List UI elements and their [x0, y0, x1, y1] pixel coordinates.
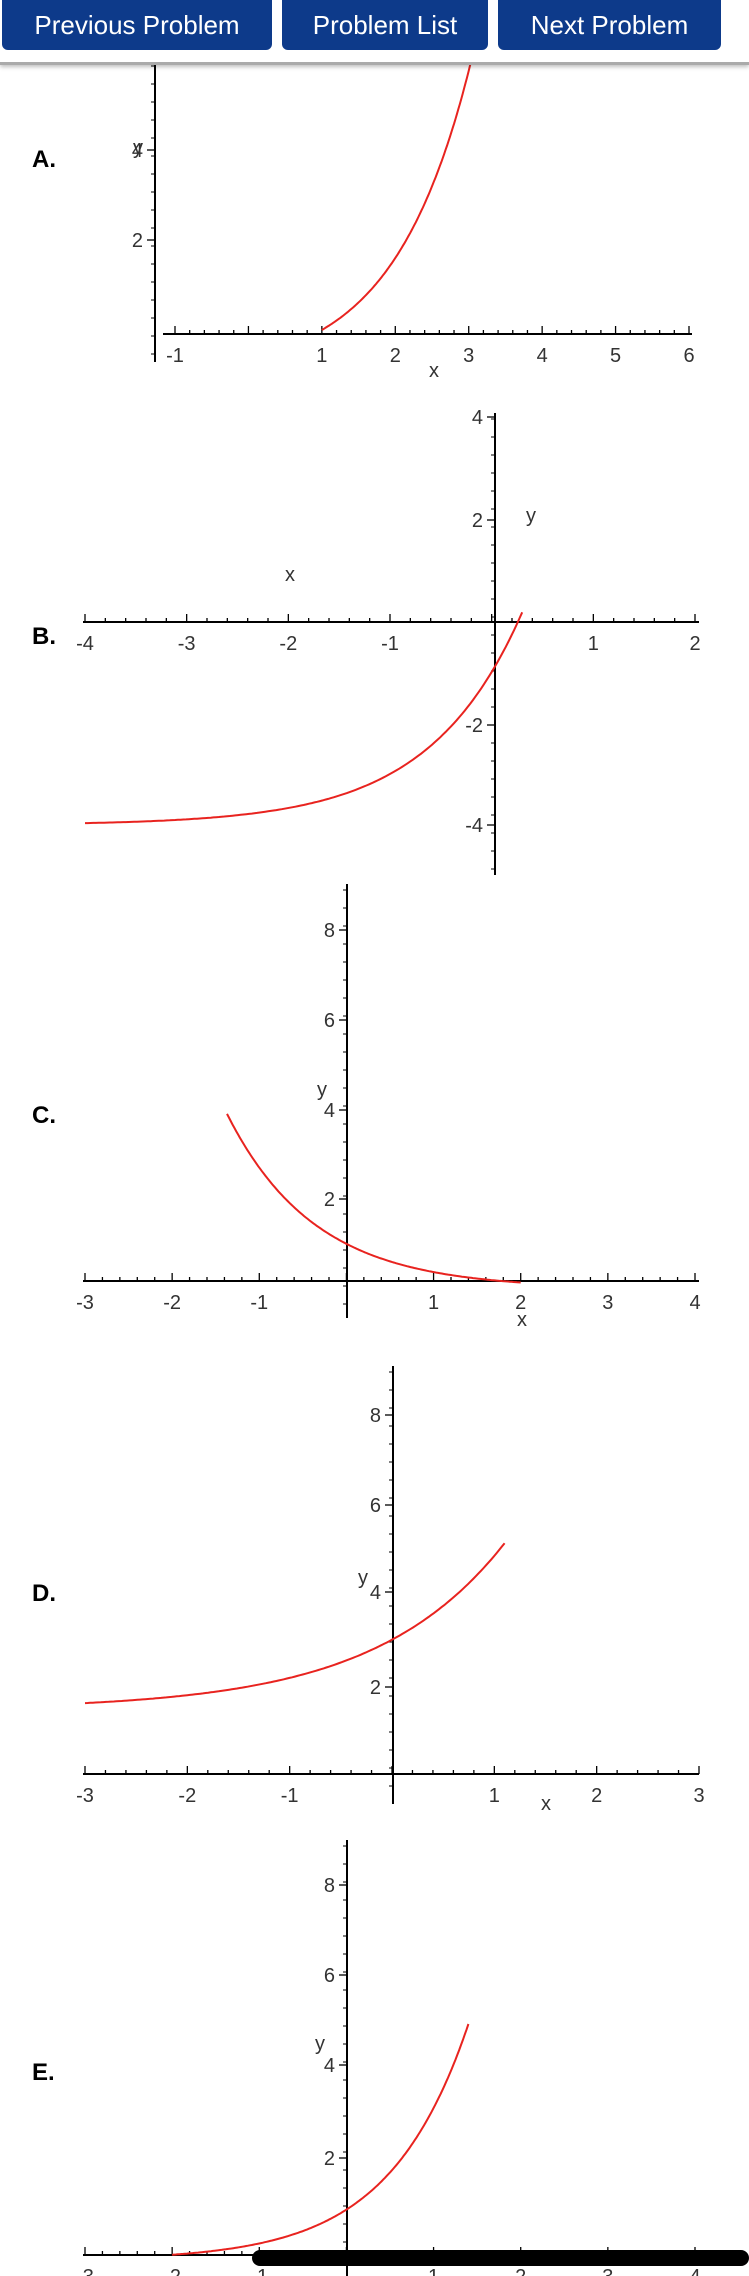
x-tick-label: 3 — [693, 1785, 704, 1807]
x-tick-label: 1 — [428, 2266, 439, 2276]
x-tick-label: 3 — [463, 345, 474, 367]
x-tick-label: -2 — [279, 633, 297, 655]
function-curve — [321, 62, 472, 331]
graph-e-plot: -3 -2 -1 1 2 3 4 2 4 6 8 y — [76, 1840, 701, 2276]
x-tick-label: -1 — [250, 2266, 268, 2276]
y-axis-label: y — [315, 2033, 325, 2055]
x-tick-label: 1 — [316, 345, 327, 367]
function-curve — [172, 2023, 470, 2256]
y-axis-label: y — [358, 1567, 368, 1589]
y-tick-label: 4 — [370, 1582, 381, 1604]
graph-c-plot: -3 -2 -1 1 2 3 4 2 4 6 8 x y — [76, 884, 701, 1331]
x-tick-label: 4 — [689, 2266, 700, 2276]
y-tick-label: 6 — [324, 1010, 335, 1032]
x-tick-label: 2 — [515, 2266, 526, 2276]
function-curve — [85, 611, 524, 825]
y-tick-label: -4 — [465, 815, 483, 837]
y-tick-label: 2 — [324, 1189, 335, 1211]
y-tick-label: 4 — [132, 140, 143, 162]
x-tick-label: -1 — [281, 1785, 299, 1807]
y-tick-label: 2 — [472, 510, 483, 532]
x-tick-label: 1 — [588, 633, 599, 655]
horizontal-scrollbar[interactable] — [252, 2250, 749, 2266]
function-curve — [226, 1113, 521, 1284]
x-tick-label: -1 — [166, 345, 184, 367]
x-tick-label: -3 — [76, 1785, 94, 1807]
option-a-label: A. — [32, 146, 56, 173]
x-axis-label: x — [517, 1309, 527, 1331]
graph-d: -3 -2 -1 1 2 3 2 4 6 8 x y — [67, 1360, 712, 1835]
y-tick-label: 4 — [324, 1100, 335, 1122]
option-e-label: E. — [32, 2059, 55, 2086]
x-axis-label: x — [541, 1793, 551, 1815]
next-problem-button[interactable]: Next Problem — [498, 0, 721, 50]
x-tick-label: 3 — [602, 1292, 613, 1314]
option-d-label: D. — [32, 1580, 56, 1607]
x-tick-label: -3 — [76, 2266, 94, 2276]
x-tick-label: -2 — [163, 1292, 181, 1314]
y-tick-label: -2 — [465, 715, 483, 737]
graph-b-plot: -4 -3 -2 -1 1 2 -4 -2 2 4 x y — [76, 407, 701, 875]
x-tick-label: 2 — [390, 345, 401, 367]
graph-c: -3 -2 -1 1 2 3 4 2 4 6 8 x y — [67, 880, 712, 1350]
x-axis-label: x — [429, 360, 439, 382]
problem-list-button[interactable]: Problem List — [282, 0, 488, 50]
x-tick-label: 4 — [689, 1292, 700, 1314]
graph-b: -4 -3 -2 -1 1 2 -4 -2 2 4 x y — [67, 405, 712, 875]
option-b-label: B. — [32, 623, 56, 650]
x-tick-label: 3 — [602, 2266, 613, 2276]
x-tick-label: -1 — [381, 633, 399, 655]
previous-problem-button[interactable]: Previous Problem — [2, 0, 272, 50]
graph-a-plot: -1 1 2 3 4 5 6 2 4 x y — [132, 62, 695, 382]
x-tick-label: -3 — [178, 633, 196, 655]
y-tick-label: 8 — [324, 1875, 335, 1897]
y-tick-label: 8 — [324, 920, 335, 942]
x-axis-label: x — [285, 564, 295, 586]
y-tick-label: 2 — [324, 2148, 335, 2170]
x-tick-label: -3 — [76, 1292, 94, 1314]
graph-e: -3 -2 -1 1 2 3 4 2 4 6 8 y — [67, 1840, 712, 2276]
x-tick-label: -2 — [178, 1785, 196, 1807]
x-tick-label: 6 — [683, 345, 694, 367]
x-tick-label: 2 — [689, 633, 700, 655]
option-c-label: C. — [32, 1102, 56, 1129]
x-tick-label: 2 — [515, 1292, 526, 1314]
x-tick-label: 1 — [428, 1292, 439, 1314]
y-tick-label: 6 — [324, 1965, 335, 1987]
y-axis-label: y — [526, 505, 536, 527]
y-tick-label: 2 — [370, 1677, 381, 1699]
function-curve — [84, 1542, 506, 1705]
graph-a: -1 1 2 3 4 5 6 2 4 x y — [67, 62, 712, 392]
graph-d-plot: -3 -2 -1 1 2 3 2 4 6 8 x y — [76, 1366, 705, 1815]
x-tick-label: 5 — [610, 345, 621, 367]
y-tick-label: 2 — [132, 230, 143, 252]
y-axis-label: y — [133, 137, 143, 159]
x-tick-label: -4 — [76, 633, 94, 655]
problem-nav-bar: Previous Problem Problem List Next Probl… — [0, 0, 749, 65]
x-tick-label: -2 — [163, 2266, 181, 2276]
x-tick-label: 2 — [591, 1785, 602, 1807]
x-tick-label: -1 — [250, 1292, 268, 1314]
y-tick-label: 6 — [370, 1495, 381, 1517]
x-tick-label: 1 — [489, 1785, 500, 1807]
x-tick-label: 4 — [537, 345, 548, 367]
y-tick-label: 4 — [324, 2055, 335, 2077]
y-axis-label: y — [317, 1079, 327, 1101]
y-tick-label: 4 — [472, 407, 483, 429]
y-tick-label: 8 — [370, 1405, 381, 1427]
